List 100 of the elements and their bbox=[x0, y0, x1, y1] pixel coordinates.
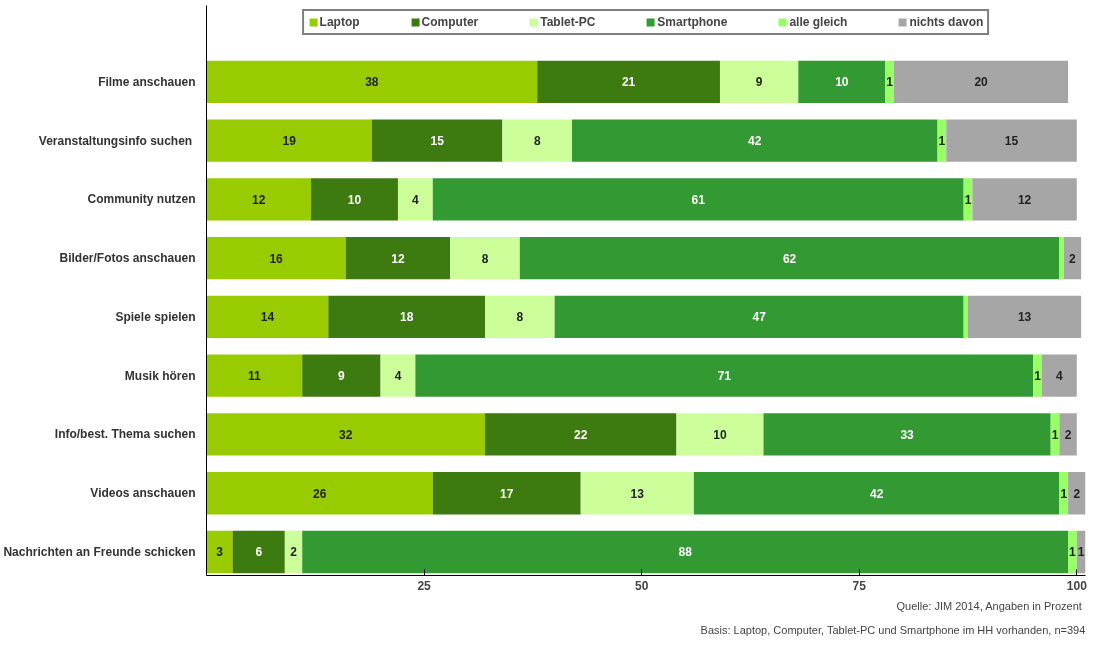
data-label: 1 bbox=[938, 134, 946, 149]
y-tick-label: Videos anschauen bbox=[90, 486, 196, 501]
data-label: 9 bbox=[338, 369, 346, 384]
bar bbox=[1063, 237, 1082, 280]
bar bbox=[206, 295, 329, 339]
data-label: 14 bbox=[260, 310, 275, 325]
x-tick-label: 25 bbox=[417, 578, 432, 593]
data-label: 9 bbox=[755, 75, 763, 90]
data-label: 62 bbox=[782, 251, 797, 266]
data-label: 8 bbox=[481, 251, 489, 266]
data-label: 15 bbox=[1004, 134, 1019, 149]
bar bbox=[485, 295, 555, 339]
bar bbox=[415, 354, 1034, 397]
text: Basis: Laptop, Computer, Tablet-PC und Smartphone im HH vorhanden, n=394 bbox=[700, 623, 1086, 636]
bar bbox=[1033, 354, 1042, 397]
data-label: 1 bbox=[1069, 545, 1077, 560]
bar bbox=[968, 295, 1082, 339]
y-tick-label: Musik hören bbox=[124, 368, 196, 383]
bar bbox=[432, 472, 581, 515]
data-label: 22 bbox=[574, 427, 588, 442]
bar bbox=[302, 354, 381, 397]
data-label: 13 bbox=[1017, 310, 1032, 325]
bar bbox=[432, 178, 964, 221]
data-label: 2 bbox=[1064, 427, 1072, 442]
bar bbox=[693, 472, 1060, 515]
bar bbox=[1059, 237, 1064, 280]
data-label: 1 bbox=[964, 192, 972, 207]
data-label: 8 bbox=[533, 134, 541, 149]
bar bbox=[963, 295, 969, 339]
data-label: 16 bbox=[269, 251, 284, 266]
data-label: 12 bbox=[391, 251, 405, 266]
legend-label: Computer bbox=[421, 15, 479, 29]
data-label: 26 bbox=[312, 486, 327, 501]
data-label: 2 bbox=[1073, 486, 1081, 501]
bar bbox=[719, 60, 799, 104]
source-note: Quelle: JIM 2014, Angaben in Prozent bbox=[896, 599, 1082, 612]
bar bbox=[206, 472, 433, 515]
data-label: 2 bbox=[1069, 251, 1077, 266]
bar bbox=[1059, 472, 1069, 515]
bar bbox=[572, 119, 938, 162]
data-label: 42 bbox=[869, 486, 884, 501]
data-label: 6 bbox=[255, 545, 263, 560]
data-label: 88 bbox=[678, 545, 693, 560]
data-label: 61 bbox=[691, 192, 706, 207]
bar bbox=[371, 119, 503, 162]
bar bbox=[345, 237, 451, 280]
data-label: 10 bbox=[347, 192, 362, 207]
bar bbox=[485, 413, 677, 456]
data-label: 17 bbox=[500, 486, 514, 501]
bar bbox=[328, 295, 485, 339]
bar bbox=[397, 178, 433, 221]
x-tick-label: 50 bbox=[634, 578, 649, 593]
bar bbox=[284, 530, 303, 574]
bar bbox=[1041, 354, 1077, 397]
bar bbox=[885, 60, 895, 104]
y-tick-label: Bilder/Fotos anschauen bbox=[59, 251, 196, 266]
x-tick-label: 75 bbox=[852, 578, 867, 593]
data-label: 32 bbox=[339, 427, 353, 442]
legend-label: Tablet-PC bbox=[540, 15, 596, 29]
bar bbox=[1059, 413, 1077, 456]
bar bbox=[554, 295, 964, 339]
bar bbox=[206, 60, 538, 104]
y-tick-label: Nachrichten an Freunde schicken bbox=[3, 544, 196, 559]
x-tick-label: 100 bbox=[1066, 578, 1088, 593]
y-tick-label: Veranstaltungsinfo suchen bbox=[38, 133, 193, 148]
data-label: 12 bbox=[252, 192, 266, 207]
bar bbox=[946, 119, 1077, 162]
data-label: 4 bbox=[412, 192, 420, 207]
y-tick-label: Community nutzen bbox=[87, 192, 196, 207]
data-label: 21 bbox=[621, 75, 636, 90]
bar bbox=[1068, 530, 1077, 574]
data-label: 10 bbox=[835, 75, 849, 90]
y-tick-label: Filme anschauen bbox=[98, 74, 196, 89]
data-label: 1 bbox=[1034, 369, 1042, 384]
data-label: 19 bbox=[282, 134, 297, 149]
bar bbox=[580, 472, 694, 515]
bar bbox=[502, 119, 573, 162]
bar bbox=[206, 178, 311, 221]
data-label: 11 bbox=[248, 369, 262, 384]
bar bbox=[206, 413, 485, 456]
data-label: 1 bbox=[1060, 486, 1068, 501]
data-label: 8 bbox=[516, 310, 524, 325]
legend-label: nichts davon bbox=[909, 15, 984, 29]
data-label: 10 bbox=[713, 427, 727, 442]
legend-label: Laptop bbox=[319, 15, 360, 29]
data-label: 33 bbox=[900, 427, 915, 442]
bar bbox=[206, 530, 233, 574]
legend-label: Smartphone bbox=[657, 15, 728, 29]
bar bbox=[450, 237, 520, 280]
data-label: 1 bbox=[886, 75, 894, 90]
bar bbox=[1068, 472, 1086, 515]
data-label: 71 bbox=[717, 369, 732, 384]
bar bbox=[206, 237, 346, 280]
bar bbox=[232, 530, 285, 574]
legend-label: alle gleich bbox=[789, 15, 848, 29]
bar bbox=[972, 178, 1077, 221]
data-label: 42 bbox=[748, 134, 762, 149]
data-label: 38 bbox=[365, 75, 379, 90]
bar bbox=[302, 530, 1069, 574]
data-label: 15 bbox=[430, 134, 445, 149]
